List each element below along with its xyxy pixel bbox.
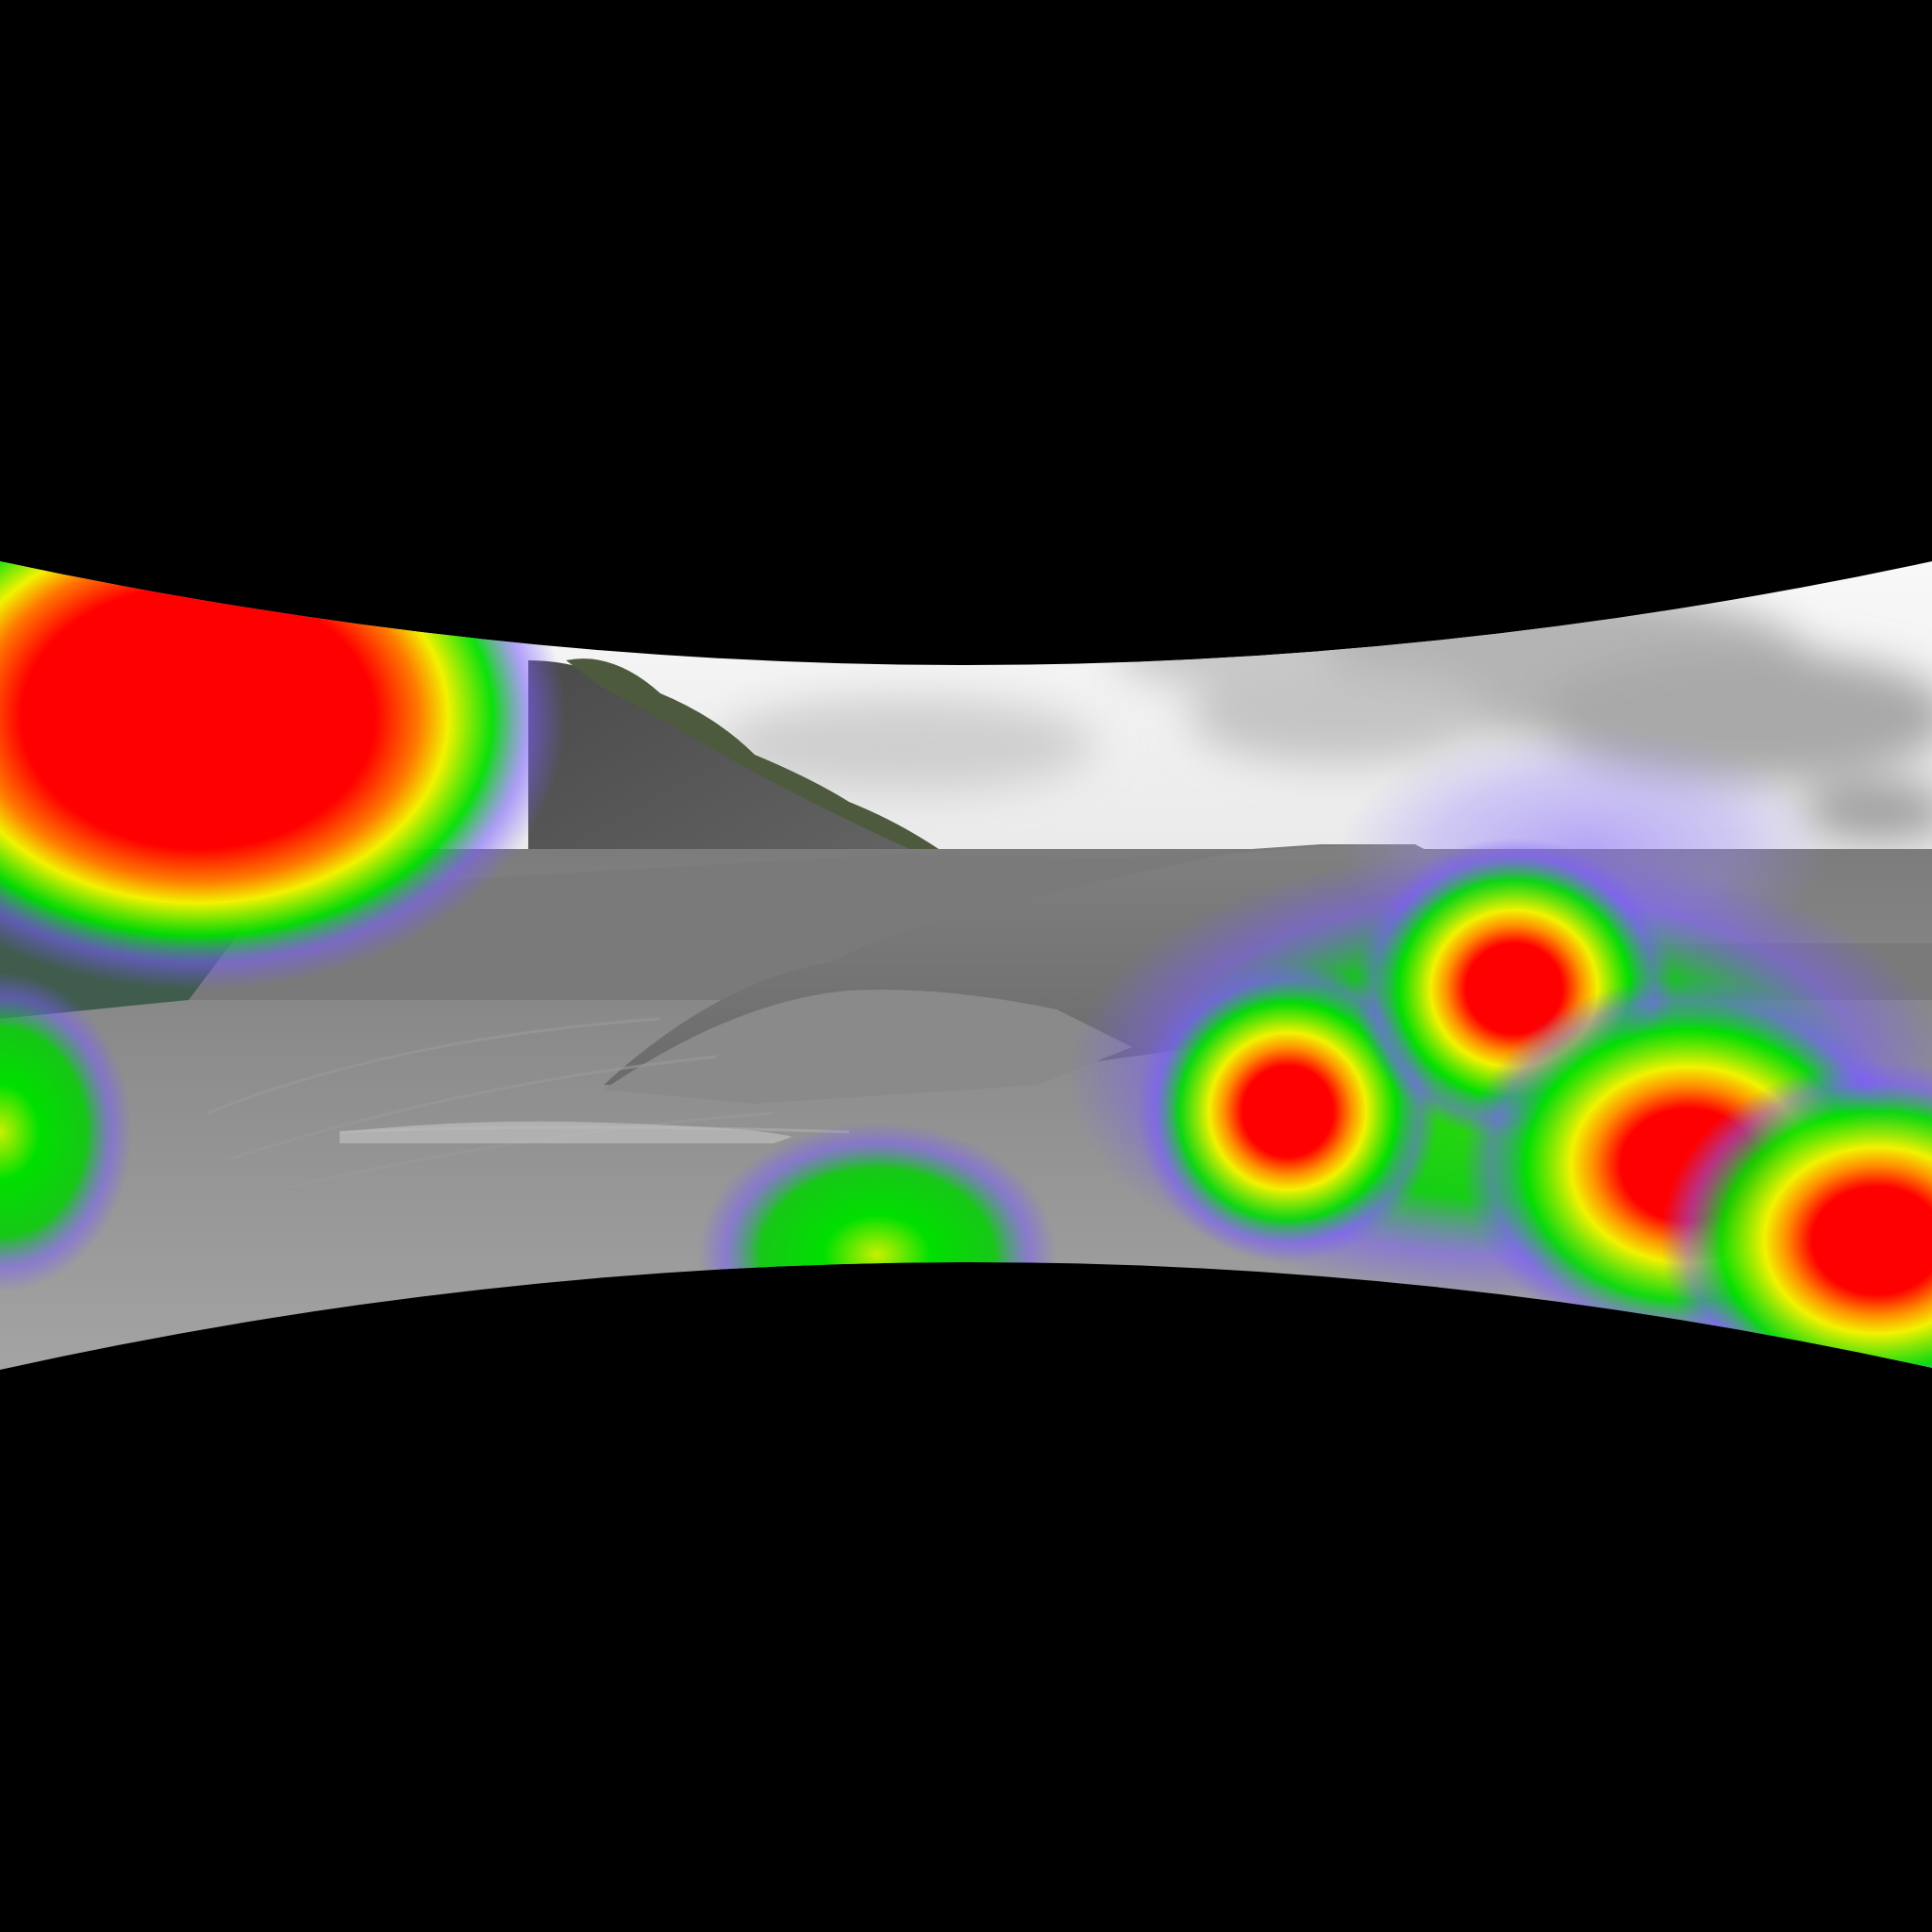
gravel-pile-front [604,990,1132,1104]
hill-trees [566,658,939,860]
rock-debris [340,1121,792,1143]
heatmap-far-right-spot [1660,1061,1932,1370]
hill [528,660,939,887]
heatmap-left-middle-blob [0,972,132,1292]
